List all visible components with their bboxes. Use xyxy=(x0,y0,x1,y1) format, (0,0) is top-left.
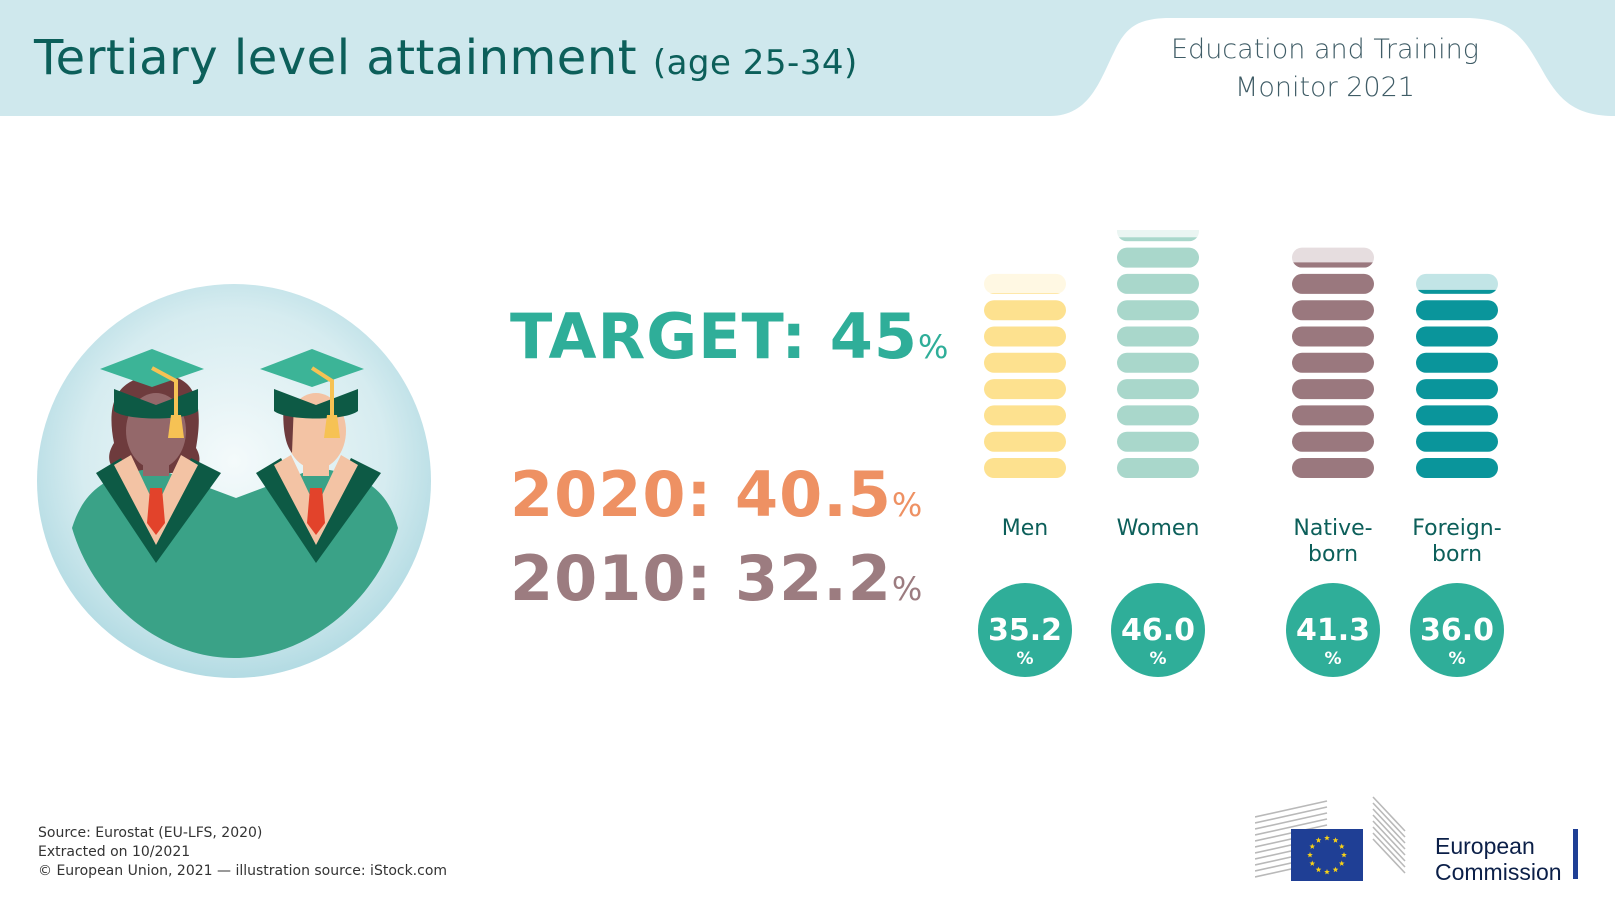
value-badge xyxy=(978,583,1072,677)
extracted-note: Extracted on 10/2021 xyxy=(38,844,191,860)
bar-segment xyxy=(1416,300,1498,321)
eu-stars-icon xyxy=(1307,835,1347,875)
bar-segment xyxy=(984,326,1066,347)
bar-segment xyxy=(1416,405,1498,426)
bar-segment xyxy=(1117,300,1199,321)
percent-sign-2020: % xyxy=(891,486,924,524)
bar-segment xyxy=(984,379,1066,400)
bar-segment xyxy=(1292,300,1374,321)
star-icon xyxy=(1338,860,1345,866)
star-icon xyxy=(1341,852,1347,858)
unit-label: % xyxy=(1149,649,1166,669)
bar-segment xyxy=(1416,326,1498,347)
percent-sign-2010: % xyxy=(891,570,924,608)
bar-segment xyxy=(1117,458,1199,478)
bar-segment xyxy=(1416,352,1498,373)
stat-2010: 2010: 32.2% xyxy=(510,542,923,615)
bar-segment xyxy=(1117,273,1199,294)
star-icon xyxy=(1309,860,1316,866)
bar-segment xyxy=(1292,405,1374,426)
bar-segment-partial xyxy=(1292,262,1374,268)
target-stat: TARGET: 45% xyxy=(510,300,949,373)
value-label: 36.0 xyxy=(1420,613,1494,648)
value-label: 35.2 xyxy=(988,613,1062,648)
european-commission-wordmark: European Commission xyxy=(1435,833,1562,885)
bar-segment-partial xyxy=(1416,289,1498,294)
bar-segment xyxy=(984,273,1066,294)
bar-segment xyxy=(1292,352,1374,373)
star-icon xyxy=(1315,866,1322,873)
logo-line-2: Commission xyxy=(1435,859,1562,885)
bar-segment xyxy=(1117,431,1199,452)
bar-segment xyxy=(1416,458,1498,478)
monitor-label: Education and Training Monitor 2021 xyxy=(1135,31,1515,107)
bar-segment xyxy=(1292,431,1374,452)
bar-segment xyxy=(1416,379,1498,400)
source-note: Source: Eurostat (EU-LFS, 2020) xyxy=(38,825,263,841)
monitor-line-1: Education and Training xyxy=(1171,34,1479,65)
bar-segment xyxy=(1416,431,1498,452)
bar-segment xyxy=(1117,405,1199,426)
bar-segment xyxy=(984,300,1066,321)
unit-label: % xyxy=(1016,649,1033,669)
bar-segment xyxy=(1292,458,1374,478)
value-badge xyxy=(1286,583,1380,677)
target-percent-sign: % xyxy=(918,328,950,366)
value-2020: 2020: 40.5 xyxy=(510,458,892,531)
value-label: 41.3 xyxy=(1296,613,1370,648)
european-commission-logo xyxy=(1255,796,1406,881)
star-icon xyxy=(1324,835,1330,841)
bar-segment xyxy=(1292,273,1374,294)
bar-segment xyxy=(984,431,1066,452)
bar-segment xyxy=(1117,247,1199,268)
monitor-line-2: Monitor 2021 xyxy=(1235,72,1415,103)
category-label: Men xyxy=(1002,516,1048,541)
star-icon xyxy=(1332,866,1339,873)
header-banner xyxy=(0,0,1615,116)
value-label: 46.0 xyxy=(1121,613,1195,648)
bar-segment xyxy=(1292,379,1374,400)
footer: Source: Eurostat (EU-LFS, 2020) Extracte… xyxy=(38,824,447,881)
target-value: TARGET: 45 xyxy=(510,300,919,373)
star-icon xyxy=(1332,837,1339,843)
bar-segment-partial xyxy=(984,293,1066,294)
star-icon xyxy=(1315,837,1322,843)
attainment-chart: Men 35.2% Women 46.0% Native-born 41.3% Foreig… xyxy=(978,230,1504,677)
page-title-main: Tertiary level attainment xyxy=(34,30,638,86)
logo-accent-bar xyxy=(1573,829,1578,879)
category-label: Foreign-born xyxy=(1412,516,1501,567)
star-icon xyxy=(1309,843,1316,849)
bar-segment xyxy=(1292,326,1374,347)
copyright-note: © European Union, 2021 — illustration so… xyxy=(38,863,448,879)
bar-segment-partial xyxy=(1117,237,1199,242)
bar-segment xyxy=(984,352,1066,373)
star-icon xyxy=(1338,843,1345,849)
logo-line-1: European xyxy=(1435,833,1535,859)
value-badge xyxy=(1111,583,1205,677)
category-label: Native-born xyxy=(1293,516,1372,567)
bar-segment xyxy=(1416,273,1498,294)
bar-segment xyxy=(984,458,1066,478)
bar-segment xyxy=(1117,352,1199,373)
stat-2020: 2020: 40.5% xyxy=(510,458,923,531)
bar-segment xyxy=(1117,379,1199,400)
page-title-sub: (age 25-34) xyxy=(652,43,858,83)
value-2010: 2010: 32.2 xyxy=(510,542,892,615)
star-icon xyxy=(1307,852,1313,858)
category-label: Women xyxy=(1117,516,1200,541)
unit-label: % xyxy=(1448,649,1465,669)
graduates-illustration xyxy=(37,284,431,678)
bar-segment xyxy=(984,405,1066,426)
bar-segment xyxy=(1117,326,1199,347)
page-title: Tertiary level attainment (age 25-34) xyxy=(34,30,858,86)
value-badge xyxy=(1410,583,1504,677)
unit-label: % xyxy=(1324,649,1341,669)
star-icon xyxy=(1324,869,1330,875)
